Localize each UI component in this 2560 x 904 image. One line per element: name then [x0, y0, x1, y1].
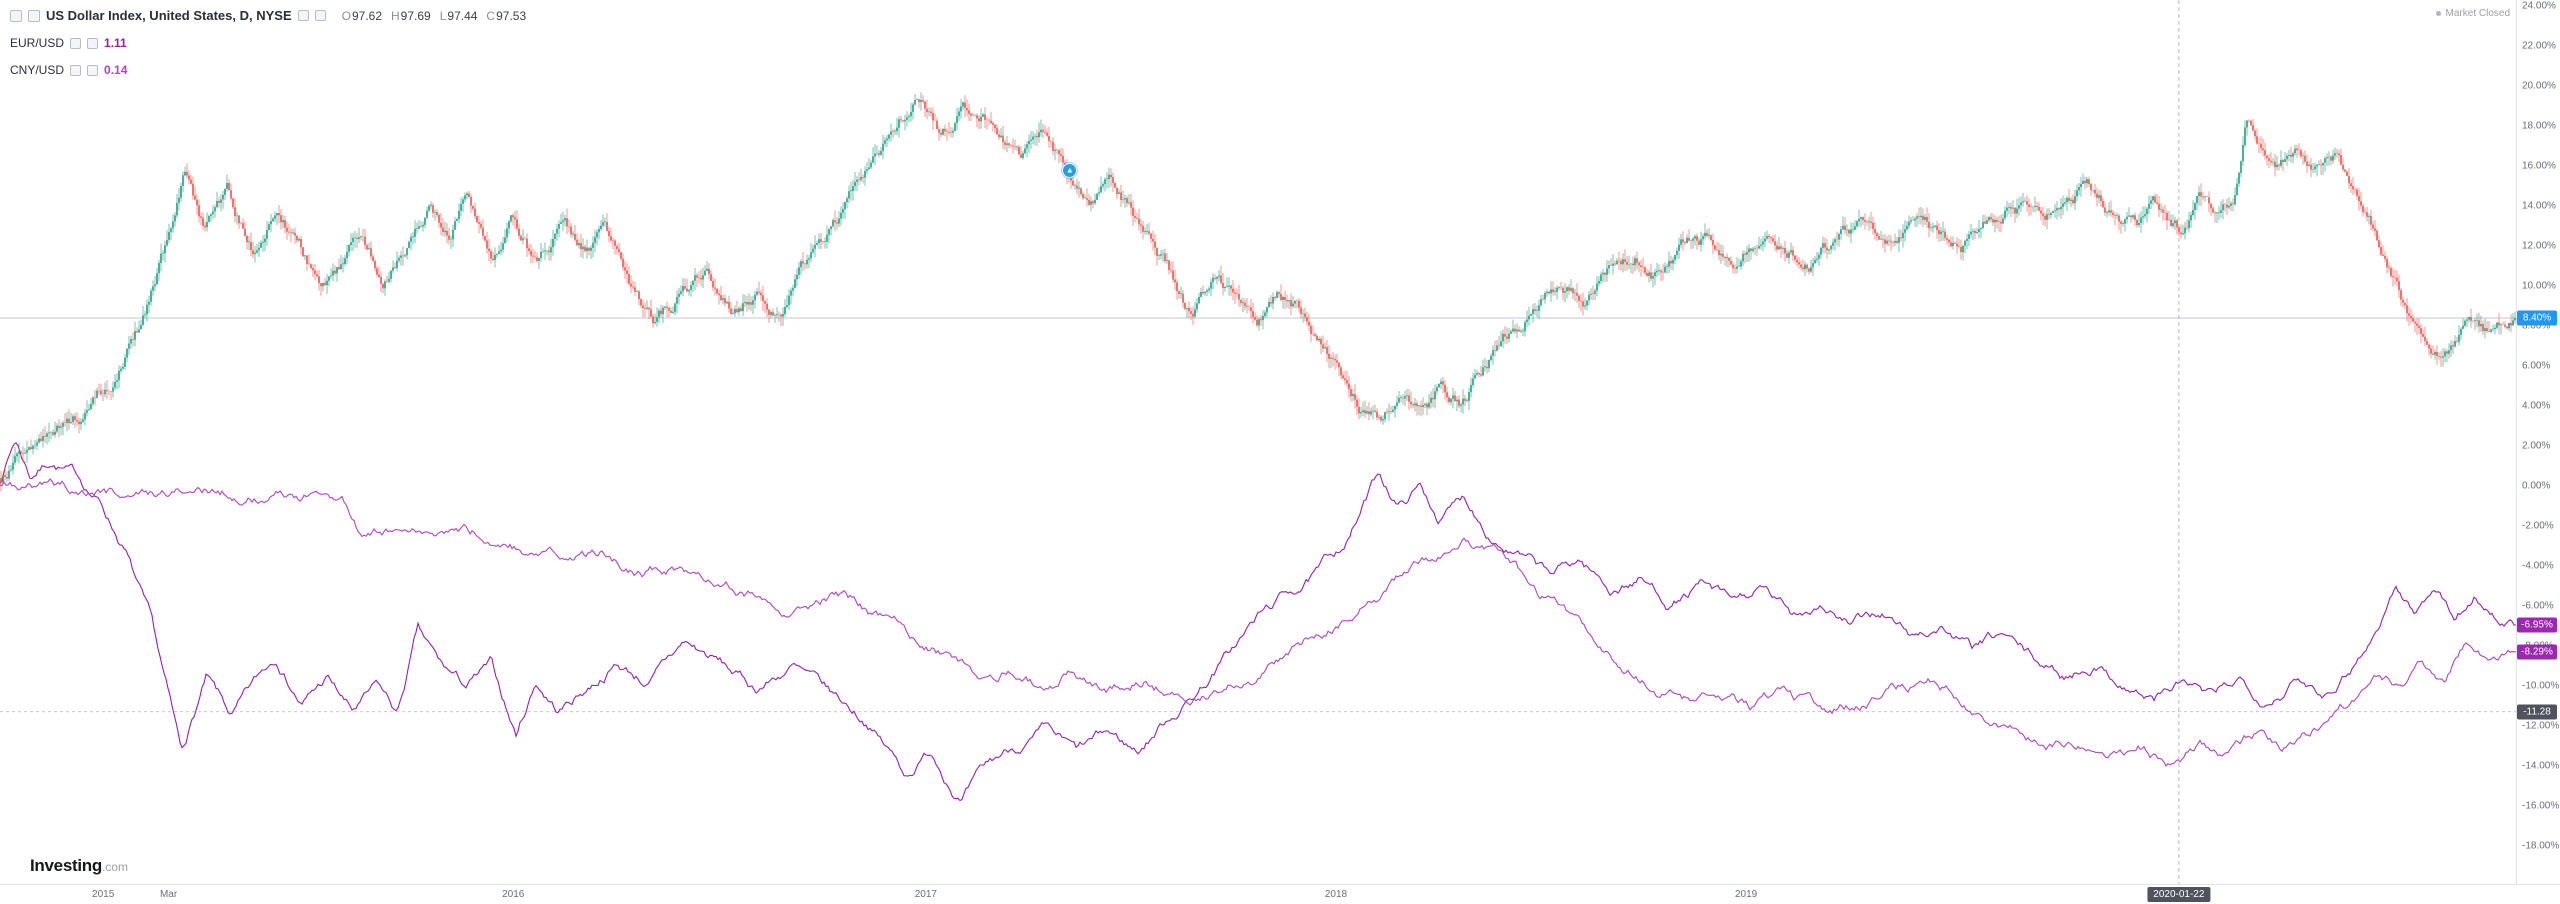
candles-up-wicks — [2, 92, 2516, 484]
price-tick: -12.00% — [2522, 720, 2560, 732]
legend: US Dollar Index, United States, D, NYSE … — [10, 8, 526, 90]
price-tick: -6.00% — [2522, 600, 2554, 612]
cny-usd-line — [0, 478, 2516, 767]
price-badge: -6.95% — [2517, 617, 2557, 633]
price-tick: 22.00% — [2522, 40, 2556, 52]
price-badge: 8.40% — [2517, 310, 2557, 326]
settings-icon[interactable] — [87, 37, 99, 49]
price-tick: 2.00% — [2522, 440, 2551, 452]
time-label: 2016 — [502, 889, 525, 900]
price-tick: -2.00% — [2522, 520, 2554, 532]
price-tick: 10.00% — [2522, 280, 2556, 292]
instrument-title: US Dollar Index, United States, D, NYSE — [46, 8, 292, 23]
close-value: 97.53 — [496, 8, 527, 23]
time-label: Mar — [159, 889, 178, 900]
visibility-icon[interactable] — [70, 37, 82, 49]
eur-usd-symbol: EUR/USD — [10, 36, 65, 50]
price-tick: 0.00% — [2522, 480, 2551, 492]
event-marker-icon[interactable]: ▲ — [1062, 163, 1078, 178]
settings-icon[interactable] — [314, 10, 326, 21]
chart-style-icon[interactable] — [28, 9, 40, 22]
time-label: 2015 — [92, 889, 115, 900]
candles-down-wicks — [0, 95, 2512, 492]
price-tick: 12.00% — [2522, 240, 2556, 252]
price-chart[interactable] — [0, 0, 2516, 884]
price-tick: -10.00% — [2522, 680, 2560, 692]
price-badge: -11.28 — [2517, 704, 2557, 720]
price-tick: 8.00% — [2522, 320, 2551, 332]
price-tick: 24.00% — [2522, 0, 2556, 12]
time-label: 2019 — [1734, 889, 1758, 900]
time-axis[interactable]: 2020-01-22 2015 Mar 2016 2017 2018 2019 — [0, 884, 2560, 904]
price-tick: 20.00% — [2522, 80, 2556, 92]
price-tick: -4.00% — [2522, 560, 2554, 572]
high-label: H — [391, 8, 400, 23]
eur-usd-line — [0, 442, 2516, 802]
investing-logo[interactable]: Investing.com — [30, 856, 128, 876]
price-tick: 6.00% — [2522, 360, 2551, 372]
eur-usd-value: 1.11 — [104, 36, 127, 50]
ohlc-values: O97.62 H97.69 L97.44 C97.53 — [342, 9, 527, 23]
low-label: L — [439, 8, 447, 23]
low-value: 97.44 — [447, 8, 478, 23]
legend-row-dxy[interactable]: US Dollar Index, United States, D, NYSE … — [10, 8, 526, 23]
visibility-icon[interactable] — [70, 64, 82, 76]
price-tick: -18.00% — [2522, 840, 2560, 852]
price-tick: -16.00% — [2522, 800, 2560, 812]
market-status-label: Market Closed — [2445, 8, 2510, 19]
logo-text: Investing — [30, 856, 102, 875]
open-label: O — [341, 8, 351, 23]
close-label: C — [486, 8, 496, 23]
time-label: 2018 — [1324, 889, 1348, 900]
candles-down-bodies — [0, 99, 2512, 483]
cny-usd-value: 0.14 — [104, 63, 128, 77]
open-value: 97.62 — [351, 8, 382, 23]
date-badge: 2020-01-22 — [2147, 887, 2211, 902]
high-value: 97.69 — [400, 8, 431, 23]
cny-usd-symbol: CNY/USD — [10, 63, 65, 77]
price-tick: 14.00% — [2522, 200, 2556, 212]
settings-icon[interactable] — [87, 64, 99, 76]
visibility-icon[interactable] — [297, 10, 309, 21]
price-tick: -14.00% — [2522, 760, 2560, 772]
logo-suffix: .com — [101, 860, 128, 874]
marker-arrow-icon: ▲ — [1065, 165, 1074, 174]
candles-up-bodies — [2, 99, 2516, 483]
time-label: 2017 — [914, 889, 937, 900]
price-tick: 4.00% — [2522, 400, 2551, 412]
legend-row-cny[interactable]: CNY/USD 0.14 — [10, 63, 526, 77]
price-badge: -8.29% — [2517, 644, 2557, 660]
price-tick: 16.00% — [2522, 160, 2556, 172]
legend-row-eur[interactable]: EUR/USD 1.11 — [10, 36, 526, 50]
market-status: Market Closed — [2435, 8, 2510, 19]
price-axis[interactable]: 24.00% 22.00% 20.00% 18.00% 16.00% 14.00% 12.0… — [2516, 0, 2560, 884]
status-dot-icon — [2435, 11, 2441, 16]
instrument-icon[interactable] — [10, 9, 22, 22]
price-tick: 18.00% — [2522, 120, 2556, 132]
